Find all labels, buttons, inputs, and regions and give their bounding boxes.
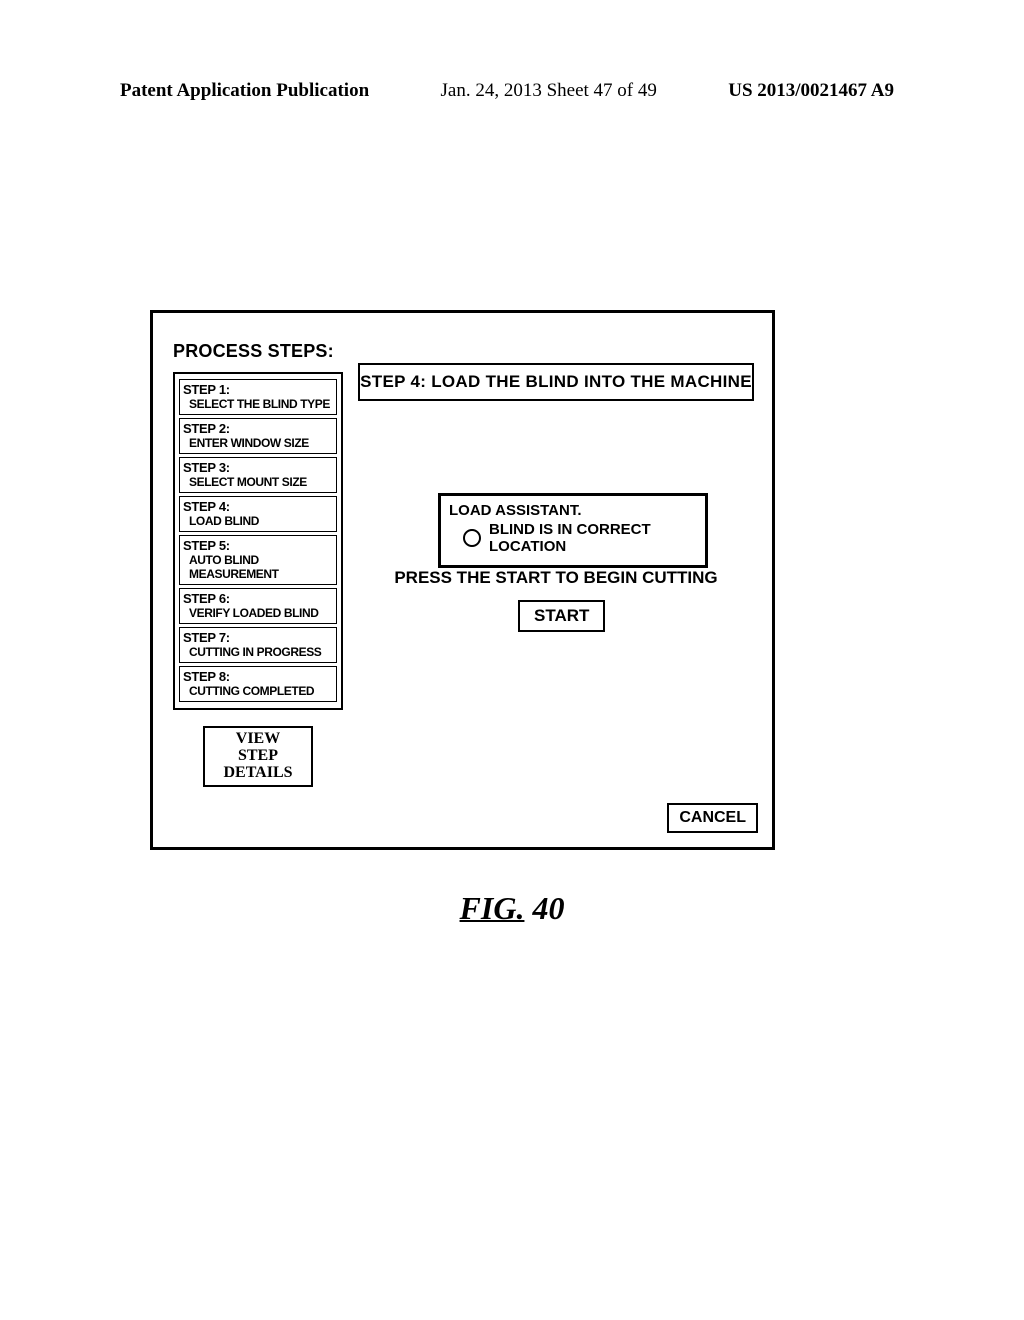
step-num: STEP 8: [183,669,333,684]
main-step-title: STEP 4: LOAD THE BLIND INTO THE MACHINE [358,363,754,401]
step-label: CUTTING IN PROGRESS [183,645,333,659]
main-area: STEP 4: LOAD THE BLIND INTO THE MACHINE … [358,363,754,401]
assistant-row2: BLIND IS IN CORRECT LOCATION [449,521,697,555]
header-left: Patent Application Publication [120,80,369,102]
assistant-line2: BLIND IS IN CORRECT LOCATION [489,521,697,555]
figure-prefix: FIG. [460,890,525,926]
view-line1: VIEW [205,731,311,748]
step-item-5[interactable]: STEP 5: AUTO BLIND MEASUREMENT [179,535,337,585]
cancel-button[interactable]: CANCEL [667,803,758,833]
instruction-text: PRESS THE START TO BEGIN CUTTING [358,568,754,588]
sidebar-title: PROCESS STEPS: [173,341,343,362]
step-label: LOAD BLIND [183,514,333,528]
assistant-line1: LOAD ASSISTANT. [449,502,697,519]
step-label: SELECT MOUNT SIZE [183,475,333,489]
step-label: SELECT THE BLIND TYPE [183,397,333,411]
step-label: VERIFY LOADED BLIND [183,606,333,620]
load-assistant-box: LOAD ASSISTANT. BLIND IS IN CORRECT LOCA… [438,493,708,568]
page-header: Patent Application Publication Jan. 24, … [120,80,894,102]
step-num: STEP 1: [183,382,333,397]
step-label: ENTER WINDOW SIZE [183,436,333,450]
header-center: Jan. 24, 2013 Sheet 47 of 49 [441,80,657,102]
step-item-4[interactable]: STEP 4: LOAD BLIND [179,496,337,532]
step-label: CUTTING COMPLETED [183,684,333,698]
step-num: STEP 3: [183,460,333,475]
step-item-3[interactable]: STEP 3: SELECT MOUNT SIZE [179,457,337,493]
step-item-7[interactable]: STEP 7: CUTTING IN PROGRESS [179,627,337,663]
ui-window: PROCESS STEPS: STEP 1: SELECT THE BLIND … [150,310,775,850]
view-step-details-button[interactable]: VIEW STEP DETAILS [203,726,313,787]
step-num: STEP 6: [183,591,333,606]
step-label: AUTO BLIND MEASUREMENT [183,553,333,581]
step-num: STEP 7: [183,630,333,645]
step-item-8[interactable]: STEP 8: CUTTING COMPLETED [179,666,337,702]
figure-label: FIG. 40 [0,890,1024,927]
step-item-2[interactable]: STEP 2: ENTER WINDOW SIZE [179,418,337,454]
figure-number: 40 [532,890,564,926]
step-item-1[interactable]: STEP 1: SELECT THE BLIND TYPE [179,379,337,415]
step-num: STEP 2: [183,421,333,436]
step-num: STEP 4: [183,499,333,514]
sidebar: PROCESS STEPS: STEP 1: SELECT THE BLIND … [173,341,343,787]
step-num: STEP 5: [183,538,333,553]
steps-panel: STEP 1: SELECT THE BLIND TYPE STEP 2: EN… [173,372,343,710]
header-right: US 2013/0021467 A9 [728,80,894,102]
start-button[interactable]: START [518,600,605,632]
status-indicator-icon [463,529,481,547]
step-item-6[interactable]: STEP 6: VERIFY LOADED BLIND [179,588,337,624]
view-line2: STEP DETAILS [205,748,311,782]
